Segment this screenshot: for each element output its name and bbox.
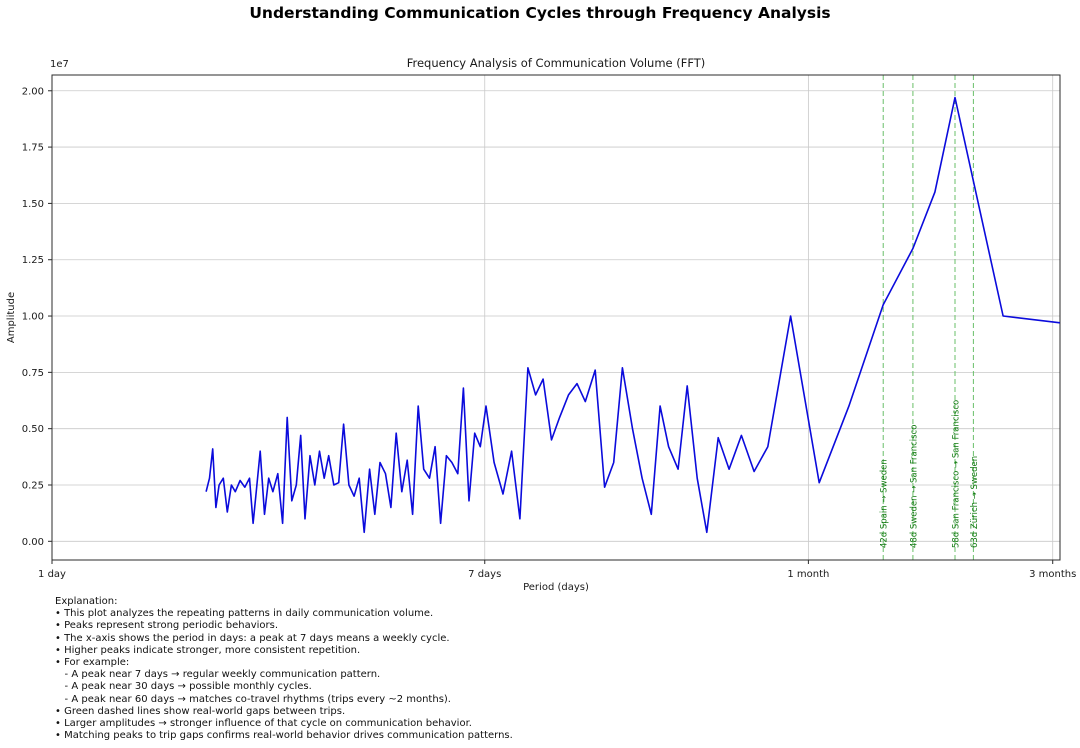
y-axis-label: Amplitude [6, 292, 17, 343]
trip-gap-label: 63d Zürich → Sweden [970, 456, 980, 548]
fft-chart: 0.00 0.25 0.50 0.75 1.00 1.25 1.50 1.75 2.00 1 da… [6, 56, 1076, 593]
figure-title: Understanding Communication Cycles throu… [249, 4, 831, 22]
y-tick-label: 1.75 [22, 143, 44, 154]
x-tick-label: 7 days [468, 569, 501, 580]
trip-gap-label: 48d Sweden → San Francisco [909, 425, 919, 548]
explanation-line: • Higher peaks indicate stronger, more c… [55, 644, 361, 656]
y-tick-label: 0.50 [22, 424, 44, 435]
trip-gap-label: 42d Spain → Sweden [880, 459, 890, 548]
y-tick-label: 0.25 [22, 480, 44, 491]
y-tick-label: 1.50 [22, 199, 44, 210]
y-tick-label: 0.75 [22, 368, 44, 379]
explanation-line: • For example: [55, 657, 130, 669]
explanation-line: • Larger amplitudes → stronger influence… [55, 718, 472, 730]
explanation-line: • Peaks represent strong periodic behavi… [55, 620, 279, 632]
y-tick-label: 0.00 [22, 537, 44, 548]
explanation-line: • This plot analyzes the repeating patte… [55, 608, 434, 620]
fft-line [205, 96, 1061, 534]
axes-title: Frequency Analysis of Communication Volu… [407, 56, 706, 70]
x-tick-label: 1 month [787, 569, 829, 580]
explanation-line: - A peak near 60 days → matches co-trave… [55, 693, 451, 705]
x-axis-label: Period (days) [523, 582, 589, 593]
explanation-line: • Matching peaks to trip gaps confirms r… [55, 730, 513, 742]
x-tick-label: 3 months [1029, 569, 1076, 580]
explanation-line: - A peak near 7 days → regular weekly co… [55, 669, 381, 681]
y-tick-label: 2.00 [22, 86, 44, 97]
y-tick-label: 1.25 [22, 255, 44, 266]
offset-text: 1e7 [50, 59, 69, 70]
trip-gap-label: 58d San Francisco → San Francisco [951, 400, 961, 548]
x-tick-label: 1 day [38, 569, 66, 580]
explanation-line: • The x-axis shows the period in days: a… [55, 632, 450, 644]
explanation-block: Explanation: • This plot analyzes the rep… [55, 596, 513, 742]
explanation-line: - A peak near 30 days → possible monthly… [55, 681, 312, 693]
y-tick-label: 1.00 [22, 312, 44, 323]
explanation-line: Explanation: [55, 596, 118, 607]
plot-border [51, 74, 1061, 561]
explanation-line: • Green dashed lines show real-world gap… [55, 705, 346, 717]
